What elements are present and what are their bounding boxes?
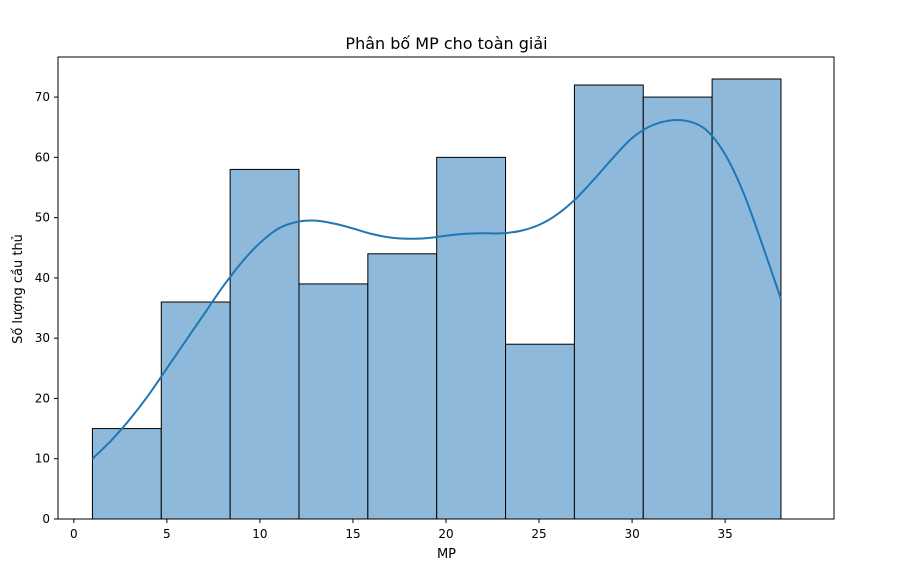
x-tick-label-35: 35 [717,527,732,541]
x-tick-label-15: 15 [345,527,360,541]
y-tick-label-20: 20 [35,391,50,405]
y-tick-label-0: 0 [42,512,50,526]
x-tick-label-0: 0 [70,527,78,541]
y-tick-label-30: 30 [35,331,50,345]
y-axis-label: Số lượng cầu thủ [11,234,26,344]
histogram-bar-6 [436,156,507,520]
histogram-bar-4 [298,283,369,520]
x-tick-label-30: 30 [624,527,639,541]
histogram-bar-2 [160,301,231,520]
histogram-bar-9 [642,96,713,520]
x-tick-label-25: 25 [531,527,546,541]
chart-title: Phân bố MP cho toàn giải [345,34,547,53]
histogram-bar-7 [505,343,575,520]
y-tick-label-50: 50 [35,211,50,225]
x-axis-label: MP [437,547,456,562]
y-tick-label-70: 70 [35,90,50,104]
x-tick-label-20: 20 [438,527,453,541]
bars-layer [91,78,782,520]
y-tick-label-10: 10 [35,452,50,466]
x-tick-label-5: 5 [163,527,171,541]
histogram-bar-10 [711,78,782,520]
y-tick-label-60: 60 [35,150,50,164]
histogram-bar-1 [91,428,162,520]
histogram-bar-5 [367,253,438,520]
kde-layer [91,118,782,460]
histogram-bar-8 [573,84,644,520]
y-tick-label-40: 40 [35,271,50,285]
kde-density-line [91,118,782,460]
x-tick-label-10: 10 [252,527,267,541]
histogram-bar-3 [229,168,300,520]
axes-layer: 0 5 10 15 20 25 30 35 0 10 20 30 40 50 60 70 [35,56,835,541]
